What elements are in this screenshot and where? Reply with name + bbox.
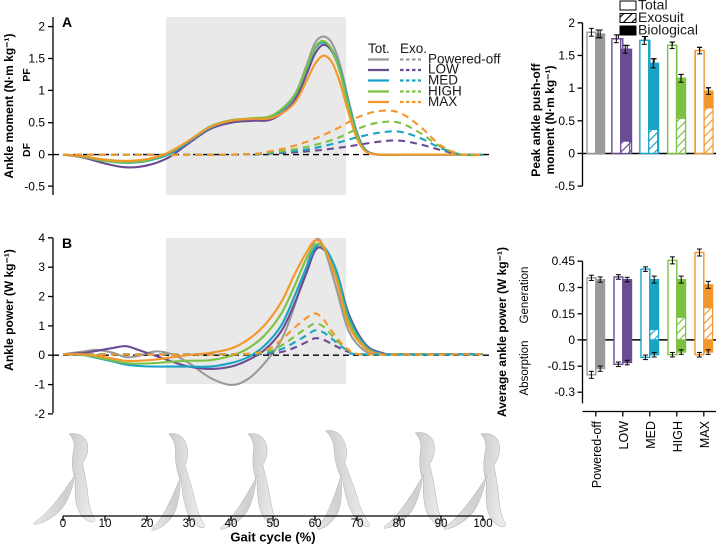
svg-text:-0.5: -0.5 [24, 180, 45, 194]
svg-text:-0.15: -0.15 [548, 359, 576, 373]
svg-text:0: 0 [38, 148, 45, 162]
svg-text:Peak ankle push-off: Peak ankle push-off [529, 62, 543, 176]
svg-text:Generation: Generation [519, 267, 531, 324]
svg-text:-0.3: -0.3 [554, 385, 575, 399]
svg-text:50: 50 [267, 518, 280, 530]
svg-text:1: 1 [38, 319, 45, 333]
svg-text:0.3: 0.3 [558, 281, 575, 295]
svg-text:2: 2 [38, 20, 45, 34]
svg-text:4: 4 [38, 231, 45, 245]
svg-text:30: 30 [183, 518, 196, 530]
svg-text:PF: PF [21, 68, 33, 82]
svg-text:HIGH: HIGH [671, 421, 685, 452]
svg-text:100: 100 [473, 518, 492, 530]
svg-text:moment (N·m kg⁻¹): moment (N·m kg⁻¹) [543, 66, 557, 175]
svg-text:0.45: 0.45 [552, 254, 576, 268]
svg-text:Gait cycle (%): Gait cycle (%) [230, 530, 315, 545]
svg-text:2: 2 [38, 290, 45, 304]
svg-text:Powered-off: Powered-off [590, 420, 604, 488]
svg-text:70: 70 [351, 518, 364, 530]
svg-text:40: 40 [225, 518, 238, 530]
svg-text:20: 20 [141, 518, 154, 530]
svg-text:1: 1 [38, 84, 45, 98]
svg-text:-0.5: -0.5 [554, 179, 575, 193]
svg-text:90: 90 [435, 518, 448, 530]
svg-text:1: 1 [568, 81, 575, 95]
svg-text:0.5: 0.5 [558, 114, 575, 128]
svg-text:MAX: MAX [428, 94, 457, 109]
svg-text:0: 0 [38, 348, 45, 362]
svg-text:0: 0 [568, 146, 575, 160]
svg-text:60: 60 [309, 518, 322, 530]
svg-text:Tot.: Tot. [368, 41, 390, 56]
svg-text:-1: -1 [34, 378, 45, 392]
svg-text:0: 0 [568, 333, 575, 347]
svg-text:Biological: Biological [638, 22, 698, 38]
svg-text:A: A [62, 14, 72, 30]
svg-text:1.5: 1.5 [28, 52, 45, 66]
svg-text:Exo.: Exo. [400, 41, 427, 56]
svg-text:Absorption: Absorption [519, 341, 531, 396]
svg-text:Average ankle power (W kg⁻¹): Average ankle power (W kg⁻¹) [495, 247, 509, 417]
svg-text:80: 80 [393, 518, 406, 530]
svg-text:0.5: 0.5 [28, 116, 45, 130]
svg-text:MED: MED [644, 421, 658, 449]
svg-text:3: 3 [38, 260, 45, 274]
svg-text:-2: -2 [34, 407, 45, 421]
svg-text:0: 0 [60, 518, 66, 530]
svg-text:DF: DF [21, 142, 33, 157]
svg-text:10: 10 [99, 518, 112, 530]
svg-text:0.15: 0.15 [552, 307, 576, 321]
svg-text:1.5: 1.5 [558, 48, 575, 62]
svg-text:LOW: LOW [617, 421, 631, 450]
svg-text:2: 2 [568, 16, 575, 30]
svg-text:MAX: MAX [698, 420, 712, 448]
svg-text:Ankle moment (N·m kg⁻¹): Ankle moment (N·m kg⁻¹) [2, 33, 16, 178]
svg-text:B: B [62, 235, 72, 251]
svg-text:Ankle power (W kg⁻¹): Ankle power (W kg⁻¹) [2, 249, 16, 371]
